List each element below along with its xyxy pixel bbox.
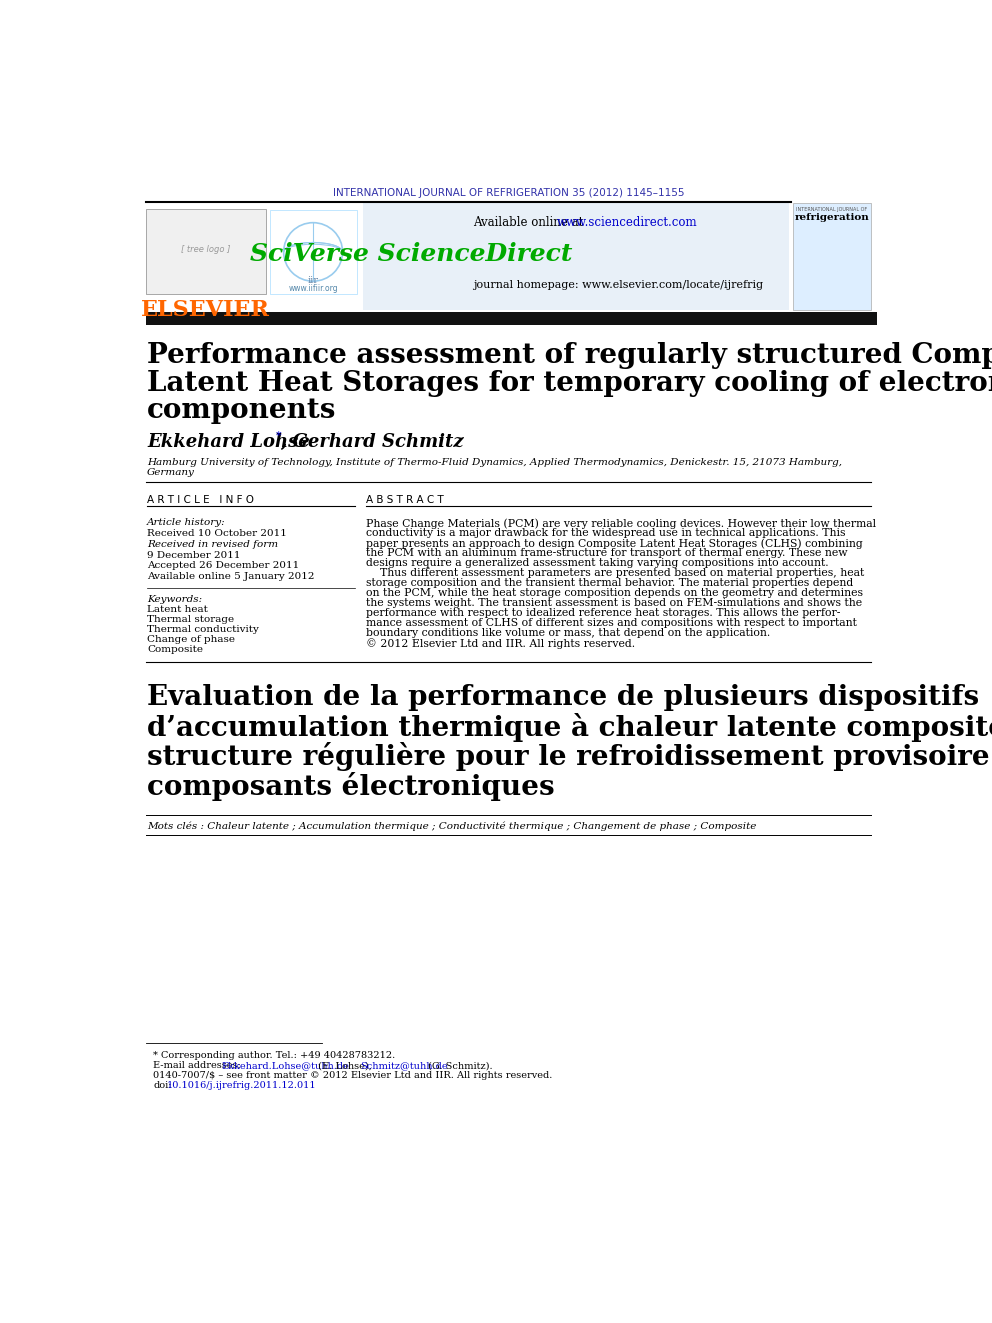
Text: Accepted 26 December 2011: Accepted 26 December 2011 xyxy=(147,561,300,570)
Text: doi:: doi: xyxy=(154,1081,172,1090)
Text: Latent heat: Latent heat xyxy=(147,605,208,614)
Text: Thermal storage: Thermal storage xyxy=(147,615,234,623)
FancyBboxPatch shape xyxy=(146,209,266,294)
Text: INTERNATIONAL JOURNAL OF: INTERNATIONAL JOURNAL OF xyxy=(796,208,867,212)
Text: storage composition and the transient thermal behavior. The material properties : storage composition and the transient th… xyxy=(366,578,853,589)
Text: E-mail addresses:: E-mail addresses: xyxy=(154,1061,244,1070)
Text: A B S T R A C T: A B S T R A C T xyxy=(366,495,443,505)
Text: www.sciencedirect.com: www.sciencedirect.com xyxy=(557,216,697,229)
Text: A R T I C L E   I N F O: A R T I C L E I N F O xyxy=(147,495,254,505)
Text: Received 10 October 2011: Received 10 October 2011 xyxy=(147,529,287,538)
Text: the PCM with an aluminum frame-structure for transport of thermal energy. These : the PCM with an aluminum frame-structure… xyxy=(366,548,847,558)
Text: Composite: Composite xyxy=(147,644,203,654)
Text: Evaluation de la performance de plusieurs dispositifs: Evaluation de la performance de plusieur… xyxy=(147,684,979,710)
Text: designs require a generalized assessment taking varying compositions into accoun: designs require a generalized assessment… xyxy=(366,558,828,569)
Text: Thermal conductivity: Thermal conductivity xyxy=(147,624,259,634)
Text: Ekkehard Lohse: Ekkehard Lohse xyxy=(147,433,310,451)
Text: 0140-7007/$ – see front matter © 2012 Elsevier Ltd and IIR. All rights reserved.: 0140-7007/$ – see front matter © 2012 El… xyxy=(154,1072,553,1080)
Text: Schmitz@tuhh.de: Schmitz@tuhh.de xyxy=(360,1061,448,1070)
Text: , Gerhard Schmitz: , Gerhard Schmitz xyxy=(281,433,464,451)
Text: © 2012 Elsevier Ltd and IIR. All rights reserved.: © 2012 Elsevier Ltd and IIR. All rights … xyxy=(366,639,635,650)
Text: Hamburg University of Technology, Institute of Thermo-Fluid Dynamics, Applied Th: Hamburg University of Technology, Instit… xyxy=(147,458,842,467)
Text: d’accumulation thermique à chaleur latente composites à: d’accumulation thermique à chaleur laten… xyxy=(147,713,992,742)
Text: Mots clés : Chaleur latente ; Accumulation thermique ; Conductivité thermique ; : Mots clés : Chaleur latente ; Accumulati… xyxy=(147,822,757,831)
Text: Ekkehard.Lohse@tuhh.de: Ekkehard.Lohse@tuhh.de xyxy=(221,1061,349,1070)
Text: Keywords:: Keywords: xyxy=(147,594,202,603)
Text: 10.1016/j.ijrefrig.2011.12.011: 10.1016/j.ijrefrig.2011.12.011 xyxy=(167,1081,316,1090)
Text: www.iifiir.org: www.iifiir.org xyxy=(289,284,338,294)
Text: iir: iir xyxy=(308,275,318,284)
Text: boundary conditions like volume or mass, that depend on the application.: boundary conditions like volume or mass,… xyxy=(366,628,770,639)
Text: SciVerse ScienceDirect: SciVerse ScienceDirect xyxy=(250,242,572,266)
Text: Thus different assessment parameters are presented based on material properties,: Thus different assessment parameters are… xyxy=(366,569,864,578)
FancyBboxPatch shape xyxy=(146,312,877,325)
Text: journal homepage: www.elsevier.com/locate/ijrefrig: journal homepage: www.elsevier.com/locat… xyxy=(473,280,763,291)
Text: Received in revised form: Received in revised form xyxy=(147,540,279,549)
Text: (E. Lohse),: (E. Lohse), xyxy=(315,1061,375,1070)
Text: the systems weight. The transient assessment is based on FEM-simulations and sho: the systems weight. The transient assess… xyxy=(366,598,862,609)
Text: Article history:: Article history: xyxy=(147,519,226,528)
Text: Latent Heat Storages for temporary cooling of electronic: Latent Heat Storages for temporary cooli… xyxy=(147,369,992,397)
Text: components: components xyxy=(147,397,336,425)
FancyBboxPatch shape xyxy=(363,204,789,310)
Text: structure régulière pour le refroidissement provisoire des: structure régulière pour le refroidissem… xyxy=(147,742,992,771)
Text: performance with respect to idealized reference heat storages. This allows the p: performance with respect to idealized re… xyxy=(366,609,840,618)
Text: * Corresponding author. Tel.: +49 40428783212.: * Corresponding author. Tel.: +49 404287… xyxy=(154,1052,396,1060)
Text: Available online 5 January 2012: Available online 5 January 2012 xyxy=(147,573,314,581)
Text: refrigeration: refrigeration xyxy=(795,213,869,222)
FancyBboxPatch shape xyxy=(793,204,871,310)
Text: ELSEVIER: ELSEVIER xyxy=(141,299,270,321)
Text: INTERNATIONAL JOURNAL OF REFRIGERATION 35 (2012) 1145–1155: INTERNATIONAL JOURNAL OF REFRIGERATION 3… xyxy=(332,188,684,198)
Text: Germany: Germany xyxy=(147,467,195,476)
Text: (G. Schmitz).: (G. Schmitz). xyxy=(426,1061,493,1070)
Text: 9 December 2011: 9 December 2011 xyxy=(147,550,241,560)
Text: composants électroniques: composants électroniques xyxy=(147,771,555,800)
Text: paper presents an approach to design Composite Latent Heat Storages (CLHS) combi: paper presents an approach to design Com… xyxy=(366,538,863,549)
Text: Change of phase: Change of phase xyxy=(147,635,235,643)
FancyBboxPatch shape xyxy=(270,210,356,294)
Text: on the PCM, while the heat storage composition depends on the geometry and deter: on the PCM, while the heat storage compo… xyxy=(366,589,863,598)
Text: mance assessment of CLHS of different sizes and compositions with respect to imp: mance assessment of CLHS of different si… xyxy=(366,618,857,628)
Text: *: * xyxy=(276,431,282,442)
Text: [ tree logo ]: [ tree logo ] xyxy=(181,245,230,254)
Text: Performance assessment of regularly structured Composite: Performance assessment of regularly stru… xyxy=(147,343,992,369)
Text: Phase Change Materials (PCM) are very reliable cooling devices. However their lo: Phase Change Materials (PCM) are very re… xyxy=(366,519,876,529)
Text: conductivity is a major drawback for the widespread use in technical application: conductivity is a major drawback for the… xyxy=(366,528,845,538)
Text: Available online at: Available online at xyxy=(473,216,586,229)
